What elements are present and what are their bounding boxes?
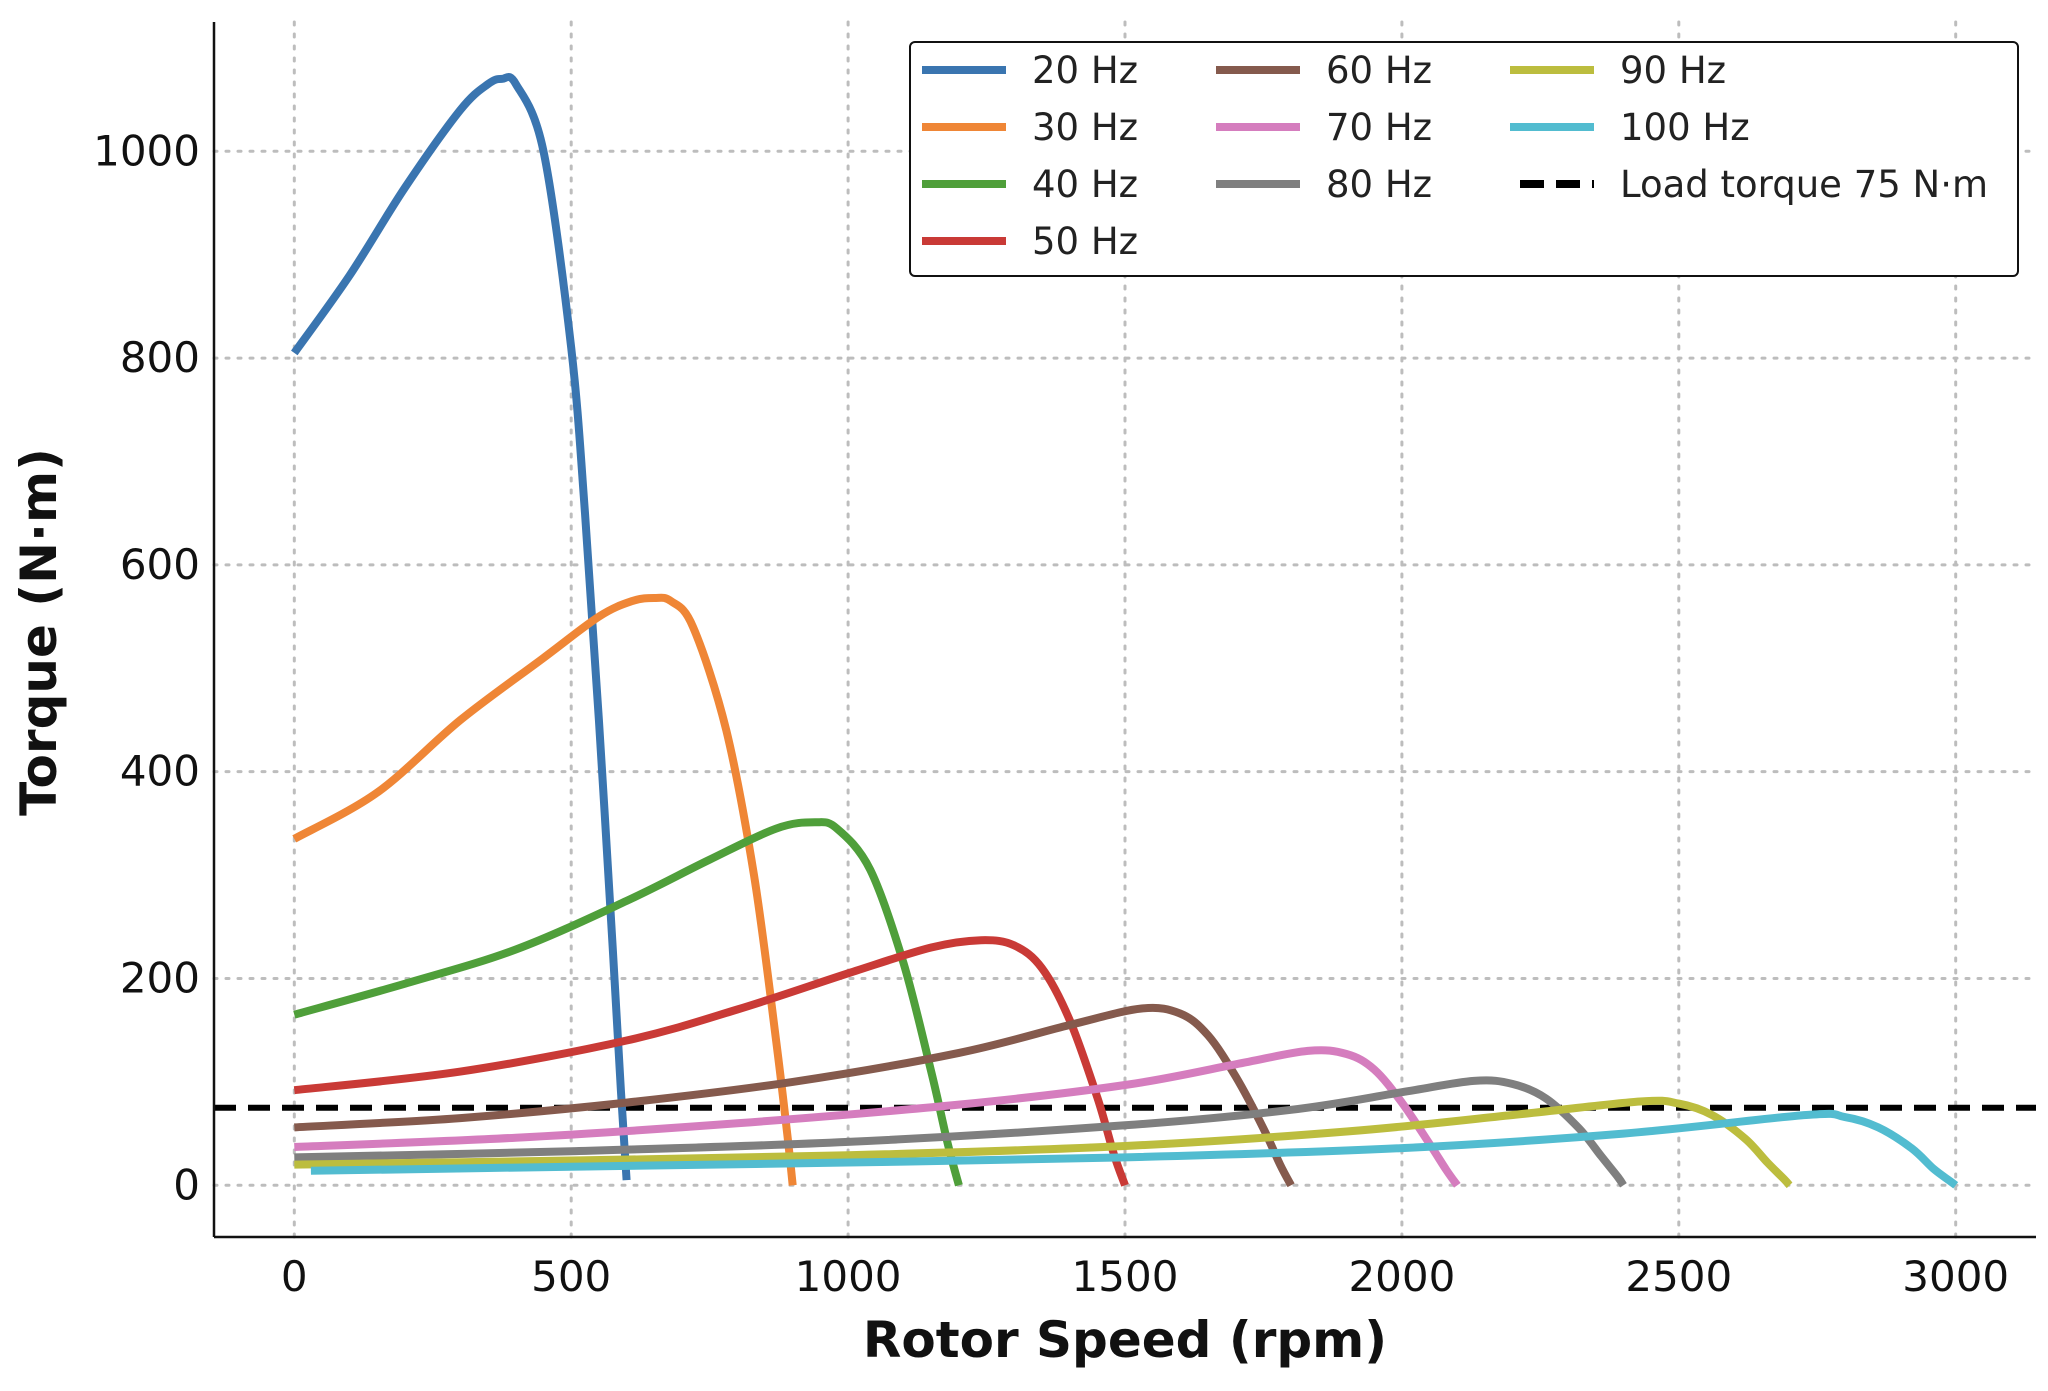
x-tick-label: 0	[281, 1252, 308, 1301]
legend-box	[909, 41, 2019, 277]
legend-label: 80 Hz	[1326, 163, 1432, 206]
series-line-50-hz	[293, 936, 1129, 1187]
x-axis-title: Rotor Speed (rpm)	[863, 1311, 1387, 1369]
x-tick-label: 1000	[795, 1252, 902, 1301]
y-tick-label: 1000	[93, 126, 200, 175]
y-axis-title: Torque (N·m)	[10, 448, 68, 816]
series-line-20-hz	[291, 72, 631, 1181]
legend-label: 40 Hz	[1032, 163, 1138, 206]
x-tick-label: 2500	[1625, 1252, 1732, 1301]
series-line-100-hz	[310, 1109, 1959, 1189]
legend-label: 100 Hz	[1620, 106, 1750, 149]
y-tick-label: 200	[120, 953, 200, 1002]
x-tick-label: 2000	[1348, 1252, 1455, 1301]
y-tick-label: 800	[120, 333, 200, 382]
legend-label: Load torque 75 N·m	[1620, 163, 1988, 206]
tick-labels: 0 500 1000 1500 2000 2500 3000 0 200 400 600 800 100…	[93, 126, 2009, 1301]
y-tick-label: 400	[120, 747, 200, 796]
legend-label: 30 Hz	[1032, 106, 1138, 149]
legend-label: 50 Hz	[1032, 220, 1138, 263]
legend-label: 90 Hz	[1620, 49, 1726, 92]
series-lines	[291, 72, 1959, 1189]
axes	[212, 22, 2036, 1239]
legend: 20 Hz 30 Hz 40 Hz 50 Hz 60 Hz 70 Hz 80 Hz 90 Hz…	[909, 41, 2019, 277]
x-tick-label: 3000	[1902, 1252, 2009, 1301]
series-line-90-hz	[294, 1096, 1793, 1189]
y-tick-label: 0	[173, 1160, 200, 1209]
series-line-60-hz	[294, 1003, 1295, 1188]
y-tick-label: 600	[120, 540, 200, 589]
x-tick-label: 1500	[1072, 1252, 1179, 1301]
series-line-30-hz	[292, 593, 797, 1186]
legend-label: 20 Hz	[1032, 49, 1138, 92]
x-tick-label: 500	[531, 1252, 611, 1301]
legend-label: 70 Hz	[1326, 106, 1432, 149]
legend-label: 60 Hz	[1326, 49, 1432, 92]
